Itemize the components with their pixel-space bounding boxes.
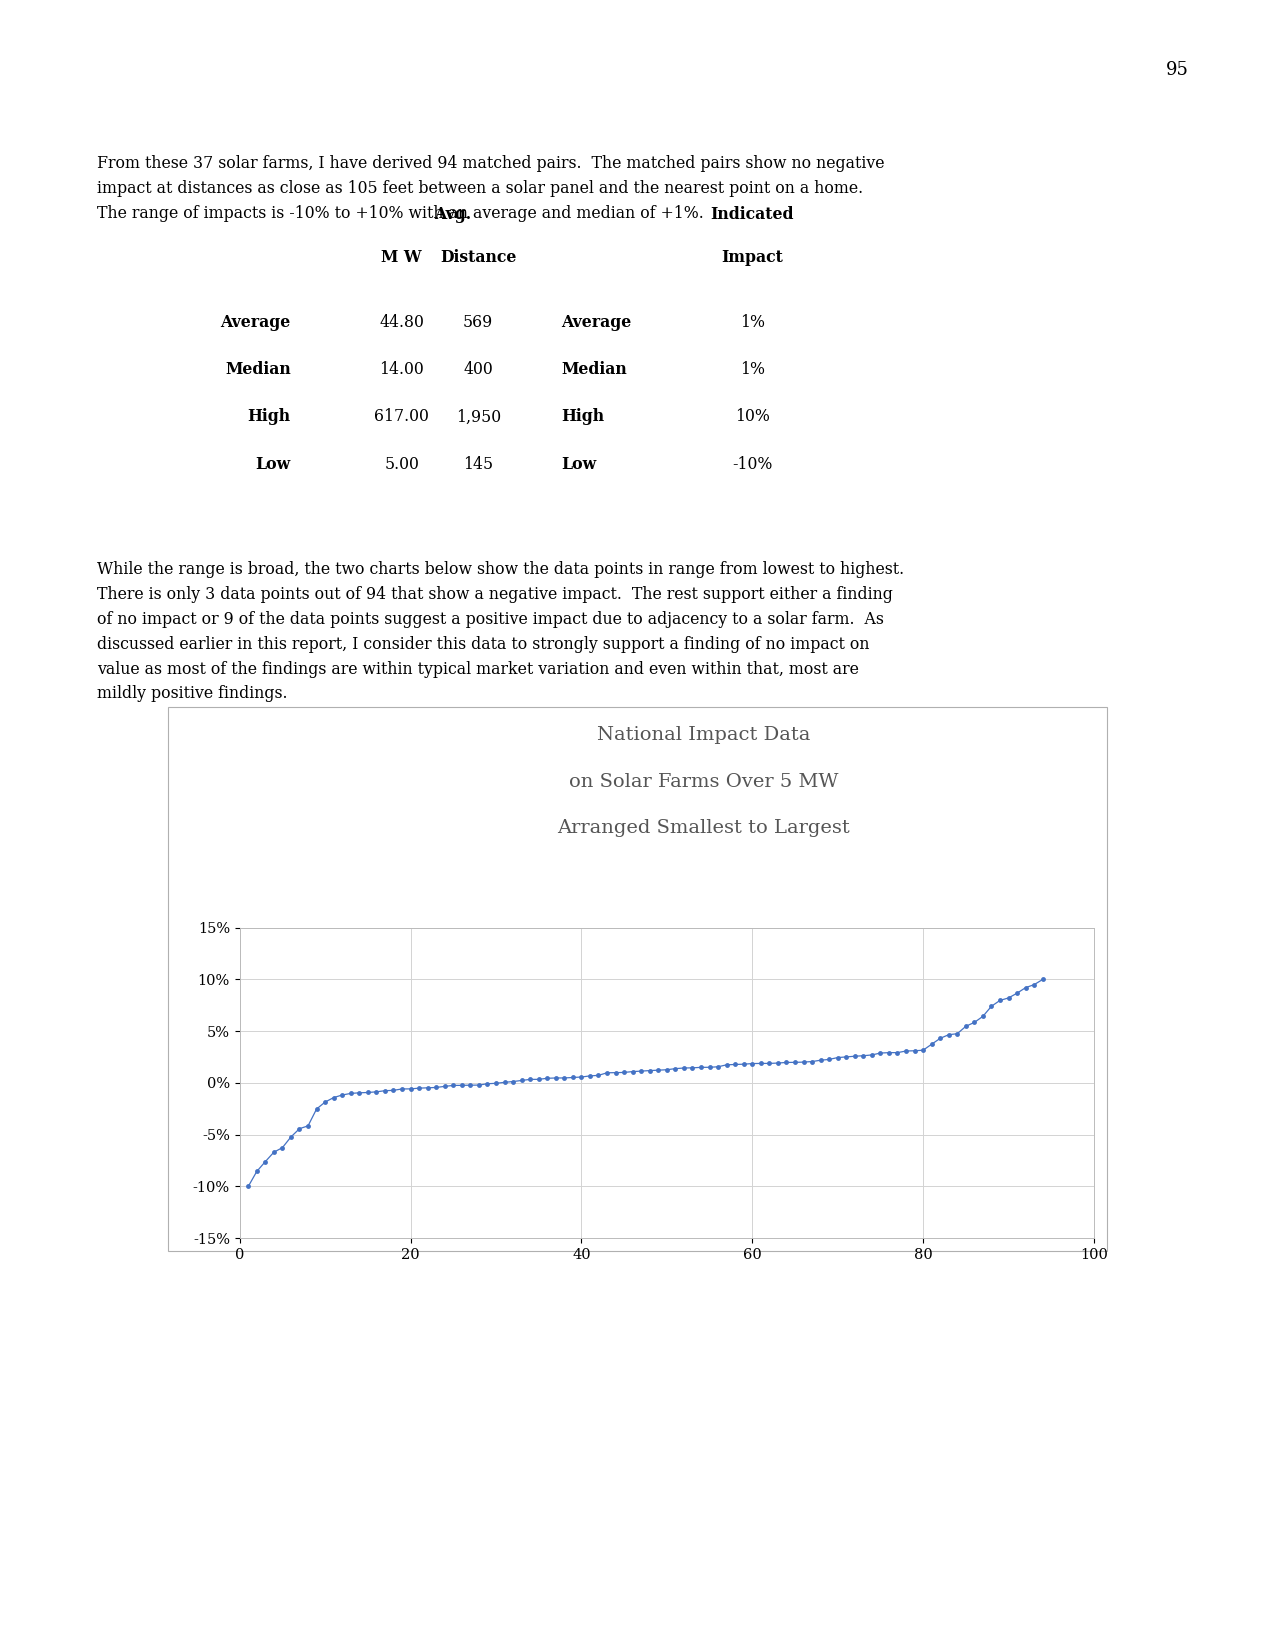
Text: 95: 95 [1165, 61, 1188, 79]
Text: Low: Low [255, 456, 291, 472]
Text: 10%: 10% [734, 408, 770, 426]
Text: Median: Median [561, 362, 627, 378]
Text: 1%: 1% [740, 362, 765, 378]
Text: 145: 145 [463, 456, 493, 472]
Text: M W: M W [381, 249, 422, 266]
Text: 569: 569 [463, 314, 493, 330]
Text: High: High [247, 408, 291, 426]
Text: 1%: 1% [740, 314, 765, 330]
Text: Average: Average [561, 314, 631, 330]
Text: 14.00: 14.00 [379, 362, 425, 378]
Text: While the range is broad, the two charts below show the data points in range fro: While the range is broad, the two charts… [97, 561, 904, 702]
Text: 617.00: 617.00 [374, 408, 430, 426]
Text: Low: Low [561, 456, 597, 472]
Text: -10%: -10% [732, 456, 773, 472]
Text: Distance: Distance [440, 249, 516, 266]
Text: on Solar Farms Over 5 MW: on Solar Farms Over 5 MW [569, 773, 838, 791]
Text: Impact: Impact [722, 249, 783, 266]
Text: 44.80: 44.80 [379, 314, 425, 330]
Text: Average: Average [221, 314, 291, 330]
Text: 1,950: 1,950 [455, 408, 501, 426]
Text: 400: 400 [463, 362, 493, 378]
Text: Avg.: Avg. [434, 206, 472, 223]
Text: Indicated: Indicated [710, 206, 794, 223]
Text: 5.00: 5.00 [384, 456, 419, 472]
Text: Arranged Smallest to Largest: Arranged Smallest to Largest [557, 819, 849, 837]
Text: From these 37 solar farms, I have derived 94 matched pairs.  The matched pairs s: From these 37 solar farms, I have derive… [97, 155, 885, 221]
Text: National Impact Data: National Impact Data [597, 726, 810, 745]
Text: High: High [561, 408, 604, 426]
Text: Median: Median [224, 362, 291, 378]
